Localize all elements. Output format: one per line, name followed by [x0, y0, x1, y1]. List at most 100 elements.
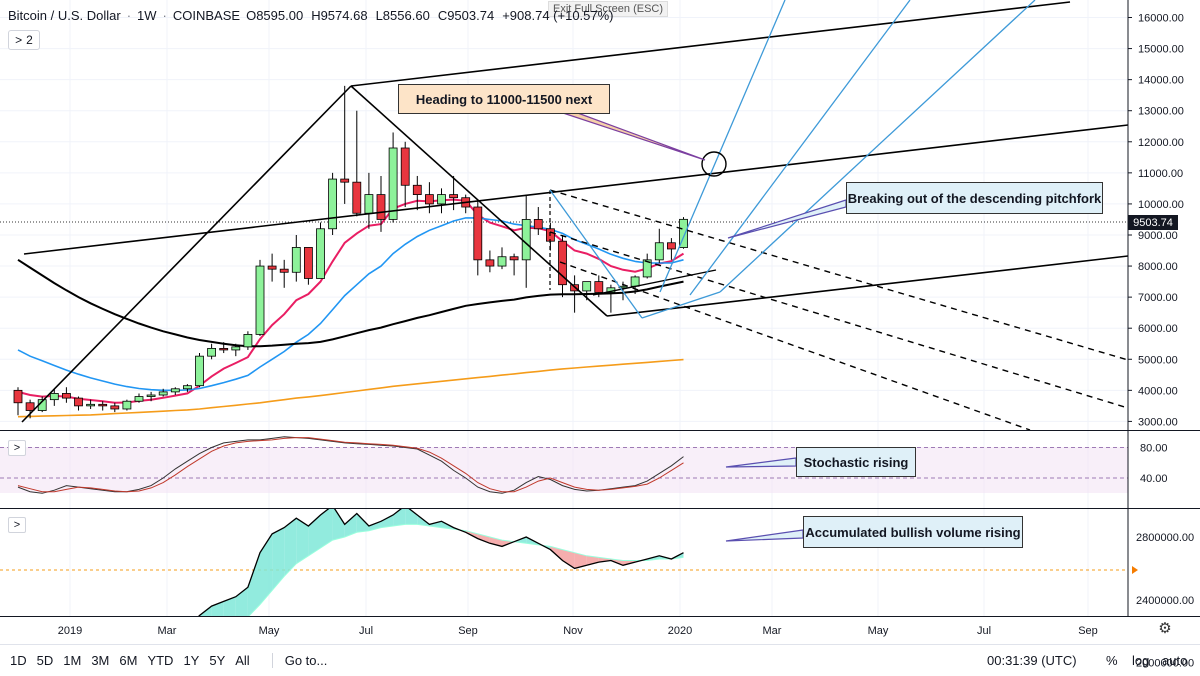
volume-fill-segment	[223, 596, 236, 616]
y-tick-label: 80.00	[1140, 443, 1168, 455]
stochastic-pane-toggle[interactable]: >	[8, 440, 26, 456]
candle-body	[437, 194, 446, 205]
chevron-right-icon: >	[13, 442, 21, 454]
y-tick-label: 7000.00	[1138, 292, 1178, 304]
timeframe-all[interactable]: All	[235, 653, 250, 668]
goto-button[interactable]: Go to...	[271, 653, 327, 668]
candle-body	[449, 194, 459, 199]
candle-body	[122, 400, 132, 410]
candle-body	[654, 242, 664, 261]
header-separator: ·	[162, 8, 167, 23]
timeframe-6m[interactable]: 6M	[119, 653, 138, 668]
callout-stochastic[interactable]: Stochastic rising	[796, 447, 916, 477]
callout-heading[interactable]: Heading to 11000-11500 next	[398, 84, 610, 114]
target-circle	[701, 151, 727, 177]
callout-pointer	[559, 111, 706, 161]
x-tick-label: Nov	[563, 625, 583, 637]
candle-body	[303, 247, 313, 279]
bottom-toolbar: 1D 5D 1M 3M 6M YTD 1Y 5Y All Go to... 00:31:39 (…	[0, 644, 1200, 676]
candle-body	[182, 385, 192, 390]
stochastic-band	[0, 447, 1128, 493]
volume-fill-segment	[260, 533, 273, 605]
y-tick-label: 3000.00	[1138, 416, 1178, 428]
pitchfork-lower-line	[606, 255, 1128, 317]
local-trendline	[592, 269, 717, 296]
candle-body	[291, 247, 301, 273]
timeframe-ytd[interactable]: YTD	[147, 653, 174, 668]
stochastic-d-line	[17, 437, 684, 493]
blue-pitchfork-base	[641, 291, 721, 319]
log-toggle[interactable]: log	[1132, 653, 1150, 668]
y-tick-label: 5000.00	[1138, 354, 1178, 366]
candle-body	[134, 396, 144, 402]
blue-pitchfork-line	[719, 0, 1036, 293]
y-tick-label: 14000.00	[1138, 75, 1184, 87]
timeframe-1m[interactable]: 1M	[63, 653, 82, 668]
blue-pitchfork-line	[659, 0, 786, 293]
volume-pane-toggle[interactable]: >	[8, 517, 26, 533]
x-tick-label: Sep	[458, 625, 478, 637]
volume-axis-marker	[1132, 566, 1138, 574]
legend-collapse-button[interactable]: > 2	[8, 30, 40, 50]
trendline-up	[21, 85, 352, 423]
candle-body	[231, 346, 241, 351]
pitchfork-upper-line	[350, 1, 1071, 87]
gear-icon[interactable]: ⚙	[1158, 620, 1172, 637]
candle-body	[49, 393, 59, 401]
y-tick-label: 15000.00	[1138, 44, 1184, 56]
y-tick-label: 12000.00	[1138, 137, 1184, 149]
candle-body	[485, 259, 495, 267]
interval-label[interactable]: 1W	[137, 8, 157, 23]
header-separator: ·	[126, 8, 132, 23]
y-tick-label: 2800000.00	[1136, 532, 1194, 544]
legend-header: Bitcoin / U.S. Dollar · 1W · COINBASE O8…	[8, 8, 614, 23]
volume-fill-segment	[211, 601, 224, 616]
candle-body	[170, 388, 180, 393]
candle-body	[642, 259, 652, 278]
x-tick-label: Jul	[359, 625, 373, 637]
x-tick-label: May	[868, 625, 889, 637]
volume-fill-segment	[598, 557, 611, 563]
volume-fill-segment	[356, 513, 369, 533]
blue-pitchfork-line	[689, 0, 911, 296]
y-tick-label: 8000.00	[1138, 261, 1178, 273]
symbol-name[interactable]: Bitcoin / U.S. Dollar	[8, 8, 121, 23]
timeframe-5d[interactable]: 5D	[36, 653, 54, 668]
callout-volume[interactable]: Accumulated bullish volume rising	[803, 516, 1023, 548]
y-tick-label: 10000.00	[1138, 199, 1184, 211]
volume-fill-segment	[344, 513, 357, 537]
candle-body	[255, 265, 265, 335]
percent-toggle[interactable]: %	[1106, 653, 1118, 668]
callout-pointer	[725, 529, 804, 542]
candle-body	[667, 242, 676, 250]
volume-ma-line	[248, 523, 684, 616]
candle-body	[62, 393, 71, 399]
timeframe-1d[interactable]: 1D	[10, 653, 27, 668]
y-tick-label: 6000.00	[1138, 323, 1178, 335]
y-tick-label: 11000.00	[1138, 168, 1183, 180]
candle-body	[594, 281, 604, 293]
candle-body	[388, 147, 398, 220]
candle-body	[521, 219, 531, 261]
candle-body	[146, 394, 156, 397]
exit-fullscreen-button[interactable]: Exit Full Screen (ESC)	[548, 1, 669, 17]
volume-fill-segment	[332, 509, 345, 541]
y-tick-label: 16000.00	[1138, 13, 1184, 25]
clock: 00:31:39 (UTC)	[987, 653, 1077, 668]
timeframe-1y[interactable]: 1Y	[183, 653, 200, 668]
moving-average-ma_slow	[17, 258, 684, 348]
timeframe-5y[interactable]: 5Y	[209, 653, 226, 668]
candle-body	[424, 194, 434, 205]
candle-body	[473, 206, 483, 261]
timeframe-3m[interactable]: 3M	[91, 653, 110, 668]
candle-body	[364, 194, 374, 214]
candle-body	[400, 147, 410, 186]
x-tick-label: 2019	[58, 625, 82, 637]
candle-body	[412, 184, 422, 195]
x-tick-label: Jul	[977, 625, 991, 637]
open-value: O8595.00	[246, 8, 304, 23]
auto-toggle[interactable]: auto	[1162, 653, 1188, 668]
low-value: L8556.60	[375, 8, 430, 23]
callout-pitchfork[interactable]: Breaking out of the descending pitchfork	[846, 182, 1103, 214]
